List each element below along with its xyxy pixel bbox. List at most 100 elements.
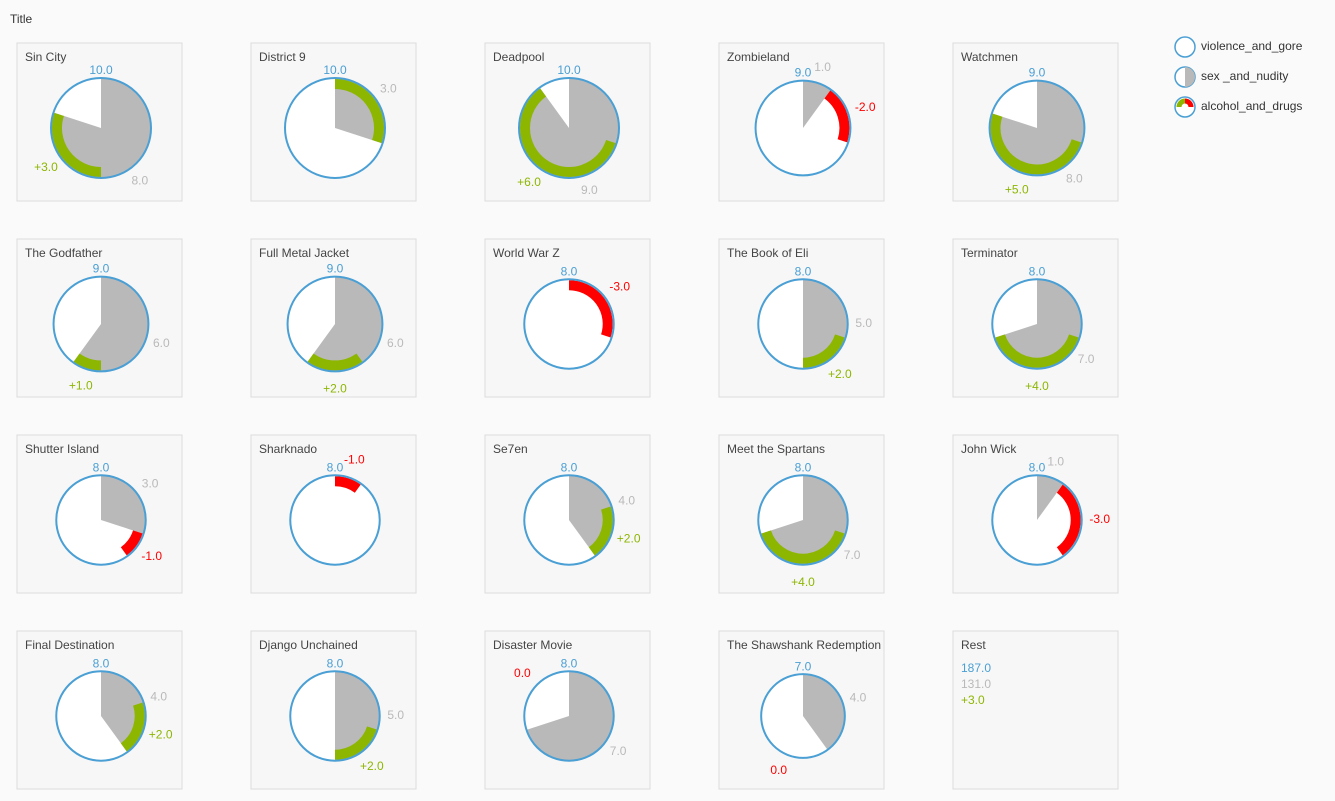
alcohol-label: -1.0	[344, 453, 365, 467]
alcohol-arc	[824, 90, 850, 143]
violence-label: 7.0	[795, 659, 812, 673]
sex-label: 8.0	[1066, 171, 1083, 185]
alcohol-arc	[334, 726, 377, 760]
violence-outline	[523, 474, 615, 566]
violence-label: 8.0	[1029, 460, 1046, 474]
violence-outline	[289, 670, 381, 762]
sex-label: 7.0	[610, 744, 627, 758]
violence-outline	[988, 79, 1086, 177]
sex-sector	[803, 674, 845, 750]
tile-title: Django Unchained	[259, 638, 358, 652]
alcohol-arc	[588, 506, 613, 556]
violence-label: 8.0	[561, 656, 578, 670]
alcohol-arc	[52, 112, 102, 177]
sex-label: 6.0	[387, 336, 404, 350]
legend-label: sex _and_nudity	[1201, 69, 1288, 83]
sex-label: 7.0	[844, 548, 861, 562]
tile-title: John Wick	[961, 442, 1017, 456]
tile-title: The Book of Eli	[727, 246, 808, 260]
tile-title: District 9	[259, 50, 306, 64]
alcohol-label: +2.0	[360, 759, 384, 773]
violence-label: 8.0	[327, 656, 344, 670]
alcohol-arc	[802, 334, 845, 368]
sex-label: 4.0	[150, 689, 167, 703]
alcohol-arc	[1056, 484, 1081, 556]
sex-sector	[803, 80, 831, 128]
alcohol-label: +2.0	[323, 382, 347, 396]
violence-outline	[55, 474, 147, 566]
alcohol-arc	[520, 88, 616, 177]
alcohol-arc	[334, 79, 384, 144]
alcohol-arc	[307, 353, 363, 371]
tile-title: Shutter Island	[25, 442, 99, 456]
violence-circle	[524, 279, 614, 369]
alcohol-label: -2.0	[855, 100, 876, 114]
sex-label: 9.0	[581, 183, 598, 197]
violence-outline	[284, 77, 386, 179]
violence-outline	[55, 670, 147, 762]
violence-label: 9.0	[1029, 66, 1046, 80]
violence-outline	[52, 275, 150, 373]
alcohol-label: -3.0	[609, 279, 630, 293]
violence-label: 9.0	[93, 262, 110, 276]
tile-title: Meet the Spartans	[727, 442, 825, 456]
alcohol-label: +4.0	[1025, 379, 1049, 393]
legend-icon	[1176, 98, 1186, 108]
tile-title: Deadpool	[493, 50, 544, 64]
violence-label: 10.0	[557, 63, 581, 77]
sex-label: 3.0	[380, 81, 397, 95]
violence-label: 8.0	[93, 656, 110, 670]
alcohol-label: -3.0	[1089, 512, 1110, 526]
violence-outline	[757, 278, 849, 370]
violence-label: 8.0	[561, 264, 578, 278]
tile-title: Watchmen	[961, 50, 1018, 64]
sex-label: 7.0	[1078, 352, 1095, 366]
legend-icon	[1184, 98, 1194, 108]
alcohol-arc	[334, 476, 361, 493]
alcohol-label: +2.0	[149, 728, 173, 742]
tile	[718, 434, 885, 594]
violence-outline	[286, 275, 384, 373]
alcohol-arc	[73, 353, 102, 371]
violence-label: 8.0	[561, 460, 578, 474]
sex-sector	[101, 475, 146, 534]
rest-value: 187.0	[961, 661, 991, 675]
violence-outline	[289, 474, 381, 566]
violence-outline	[523, 670, 615, 762]
alcohol-label: +2.0	[617, 532, 641, 546]
alcohol-label: +1.0	[69, 378, 93, 392]
violence-label: 8.0	[795, 460, 812, 474]
sex-label: 4.0	[850, 690, 867, 704]
sex-sector	[526, 671, 614, 761]
legend-icon	[1174, 36, 1196, 58]
violence-outline	[518, 77, 620, 179]
legend-label: alcohol_and_drugs	[1201, 99, 1302, 113]
sex-label: 1.0	[814, 60, 831, 74]
tile-title: Sin City	[25, 50, 66, 64]
sex-sector	[989, 80, 1085, 176]
sex-sector	[1037, 475, 1064, 520]
tile-title: The Shawshank Redemption	[727, 638, 881, 652]
alcohol-label: +3.0	[34, 160, 58, 174]
legend-icon	[1185, 67, 1195, 87]
rest-title: Rest	[961, 638, 986, 652]
violence-outline	[757, 474, 849, 566]
alcohol-label: +4.0	[791, 575, 815, 589]
tile-title: Disaster Movie	[493, 638, 573, 652]
alcohol-label: 0.0	[770, 763, 787, 777]
violence-label: 8.0	[1029, 264, 1046, 278]
tile-title: Final Destination	[25, 638, 114, 652]
violence-label: 8.0	[93, 460, 110, 474]
violence-label: 9.0	[327, 262, 344, 276]
sex-label: 8.0	[131, 174, 148, 188]
alcohol-label: +2.0	[828, 367, 852, 381]
alcohol-arc	[120, 530, 143, 556]
sex-sector	[994, 279, 1082, 369]
tile-title: Sharknado	[259, 442, 317, 456]
alcohol-arc	[568, 280, 613, 338]
tile-title: The Godfather	[25, 246, 102, 260]
alcohol-arc	[120, 702, 145, 752]
chart-title: Title	[10, 12, 33, 26]
violence-outline	[760, 673, 846, 759]
